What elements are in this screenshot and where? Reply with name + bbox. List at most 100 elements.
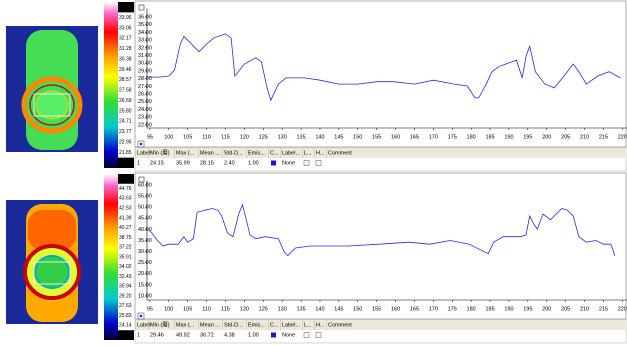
table-header: Max (...	[176, 150, 195, 156]
y-tick-label: 60.00	[138, 182, 152, 188]
table-header: Mean ...	[200, 150, 220, 156]
scale-label: 32.43	[119, 274, 132, 280]
scale-label: 40.27	[119, 225, 132, 231]
x-tick-label: 170	[429, 134, 438, 140]
scale-label: 34.05	[119, 5, 132, 11]
y-tick-label: 31.00	[138, 53, 152, 59]
y-tick-label: 26.00	[138, 92, 152, 98]
scale-label: 33.06	[119, 25, 132, 31]
y-tick-label: 30.00	[138, 249, 152, 255]
x-tick-label: 210	[580, 306, 589, 312]
scale-label: 27.63	[119, 303, 132, 309]
x-tick-label: 150	[353, 306, 362, 312]
checkbox	[316, 161, 321, 166]
scale-label: 44.76	[119, 186, 132, 192]
x-tick-label: 145	[334, 134, 343, 140]
table-header: Comment	[328, 322, 352, 328]
x-tick-label: 175	[448, 306, 457, 312]
y-tick-label: 33.00	[138, 38, 152, 44]
scale-label: 26.69	[119, 98, 132, 104]
table-header: Comment	[328, 150, 352, 156]
y-tick-label: 45.00	[138, 216, 152, 222]
x-tick-label: 205	[561, 306, 570, 312]
scale-label: 41.39	[119, 215, 132, 221]
x-tick-label: 215	[599, 306, 608, 312]
x-tick-label: 105	[183, 306, 192, 312]
y-tick-label: 36.00	[138, 14, 152, 20]
y-tick-label: 35.00	[138, 22, 152, 28]
x-tick-label: 115	[221, 306, 230, 312]
x-tick-label: 215	[599, 134, 608, 140]
scale-label: 31.28	[119, 46, 132, 52]
x-tick-label: 150	[353, 134, 362, 140]
scale-label: 30.38	[119, 56, 132, 62]
color-cell	[271, 333, 276, 338]
x-tick-label: 210	[580, 134, 589, 140]
chart-icon	[139, 5, 144, 10]
x-tick-label: 220	[618, 134, 627, 140]
x-tick-label: 205	[561, 134, 570, 140]
y-tick-label: 15.00	[138, 282, 152, 288]
scale-label: 22.46	[119, 332, 132, 338]
x-tick-label: 185	[485, 134, 494, 140]
y-tick-label: 40.00	[138, 227, 152, 233]
scale-label: 25.83	[119, 313, 132, 319]
x-tick-label: 140	[315, 306, 324, 312]
scale-label: 32.17	[119, 36, 132, 42]
scale-label: 27.58	[119, 88, 132, 94]
table-header: C...	[270, 322, 279, 328]
scale-label: 21.85	[119, 150, 132, 156]
color-cell	[271, 161, 276, 166]
x-tick-label: 110	[202, 134, 211, 140]
x-tick-label: 130	[278, 306, 287, 312]
x-tick-label: 195	[523, 134, 532, 140]
y-tick-label: 29.00	[138, 68, 152, 74]
x-tick-label: 120	[240, 134, 249, 140]
table-header: L...	[304, 150, 312, 156]
scale-label: 20.91	[119, 160, 132, 166]
color-bar	[104, 2, 118, 168]
scale-label: 42.53	[119, 206, 132, 212]
x-tick-label: 135	[296, 306, 305, 312]
chart-frame	[135, 1, 626, 147]
x-tick-label: 165	[410, 134, 419, 140]
scale-label: 43.63	[119, 196, 132, 202]
x-tick-label: 185	[485, 306, 494, 312]
scale-label: 22.95	[119, 139, 132, 145]
x-tick-label: 100	[164, 306, 173, 312]
x-tick-label: 180	[467, 134, 476, 140]
table-cell: 1.00	[248, 332, 259, 338]
table-header: H...	[316, 150, 325, 156]
scale-label: 28.57	[119, 77, 132, 83]
table-header: L...	[304, 322, 312, 328]
table-cell: 28.15	[200, 160, 214, 166]
y-tick-label: 30.00	[138, 61, 152, 67]
color-bar	[104, 174, 118, 340]
scale-label: 25.80	[119, 108, 132, 114]
y-tick-label: 34.00	[138, 30, 152, 36]
x-tick-label: 105	[183, 134, 192, 140]
scale-label: 34.02	[119, 264, 132, 270]
legend-swatch	[140, 143, 142, 145]
scale-label: 29.20	[119, 293, 132, 299]
x-tick-label: 140	[315, 134, 324, 140]
x-tick-label: 125	[259, 134, 268, 140]
table-cell: None	[282, 332, 295, 338]
table-header: Label...	[282, 322, 301, 328]
x-tick-label: 155	[372, 134, 381, 140]
x-tick-label: 95	[147, 134, 153, 140]
y-tick-label: 24.00	[138, 107, 152, 113]
table-header: Min (曆)	[150, 321, 170, 328]
table-cell: 4.38	[224, 332, 235, 338]
table-header: Emis...	[248, 150, 265, 156]
x-tick-label: 195	[523, 306, 532, 312]
x-tick-label: 100	[164, 134, 173, 140]
x-tick-label: 125	[259, 306, 268, 312]
checkbox	[304, 161, 309, 166]
y-tick-label: 23.00	[138, 115, 152, 121]
scale-label: 35.91	[119, 254, 132, 260]
y-tick-label: 10.00	[138, 293, 152, 299]
checkbox	[316, 333, 321, 338]
table-cell: 36.72	[200, 332, 214, 338]
table-cell: 1	[137, 332, 140, 338]
